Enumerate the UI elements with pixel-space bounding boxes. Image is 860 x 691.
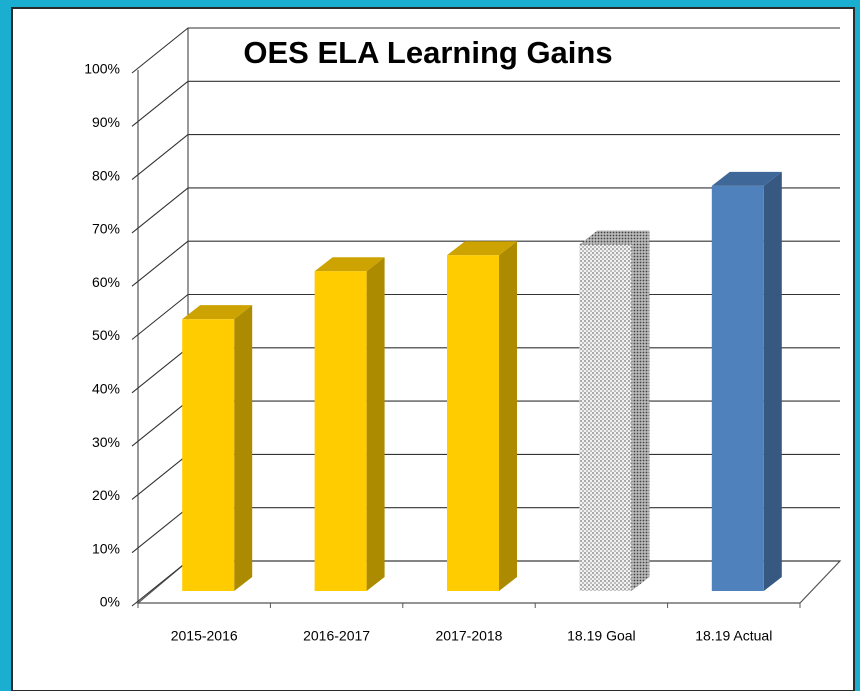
bar-front (711, 185, 764, 592)
chart-title: OES ELA Learning Gains (243, 35, 612, 70)
bar-side (763, 171, 782, 592)
y-tick-label: 80% (92, 167, 120, 183)
bar-top (182, 305, 253, 320)
x-tick-label: 2016-2017 (303, 628, 370, 644)
bar-top (447, 241, 517, 256)
y-tick-label: 0% (100, 594, 120, 610)
bar (579, 230, 650, 592)
y-tick-label: 40% (92, 381, 120, 397)
y-tick-label: 30% (92, 434, 120, 450)
y-tick-label: 90% (92, 114, 120, 130)
x-tick-label: 18.19 Actual (695, 628, 772, 644)
bar (182, 305, 253, 591)
bar (447, 241, 517, 591)
grid: 0% 10% 20% 30% 40% 50% 60% 70% 80% 90% 100% 2015-20… (84, 27, 842, 644)
bar-front (447, 255, 499, 591)
y-tick-label: 10% (92, 540, 120, 556)
bar (711, 171, 782, 592)
x-tick-label: 2015-2016 (171, 628, 238, 644)
bar-top (579, 230, 650, 245)
bar-top (314, 257, 385, 272)
bar-side (631, 230, 650, 592)
bar-side (366, 257, 385, 591)
y-tick-label: 60% (92, 274, 120, 290)
bar-front (314, 271, 367, 591)
y-tick-label: 20% (92, 487, 120, 503)
bar-side (234, 305, 253, 591)
bar-front (182, 319, 235, 591)
bar-front (579, 244, 632, 592)
y-tick-label: 50% (92, 327, 120, 343)
y-tick-label: 100% (84, 61, 120, 77)
bars (182, 171, 782, 592)
bar-top (711, 171, 782, 186)
x-tick-label: 2017-2018 (436, 628, 503, 644)
y-tick-label: 70% (92, 221, 120, 237)
bar-side (499, 241, 517, 591)
x-tick-label: 18.19 Goal (567, 628, 636, 644)
bar (314, 257, 385, 591)
